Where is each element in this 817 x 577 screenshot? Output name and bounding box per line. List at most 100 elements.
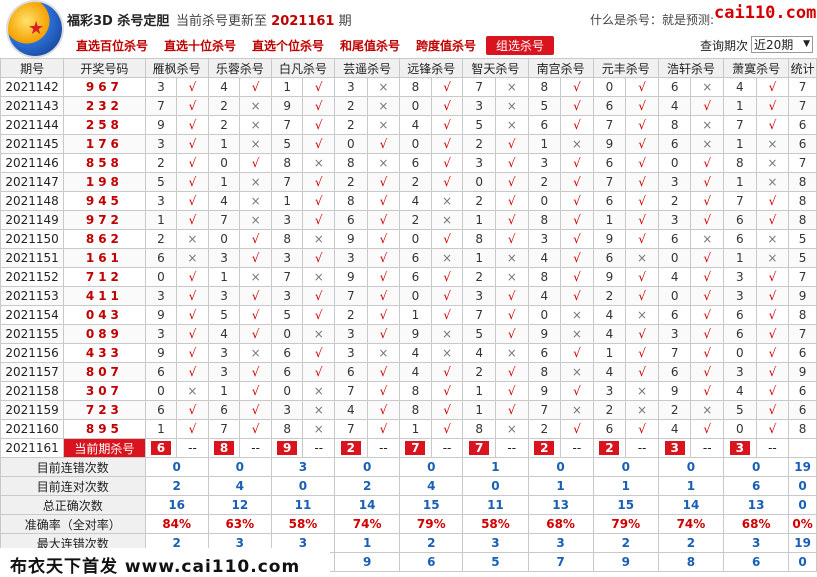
nav-item-units[interactable]: 直选个位杀号 (252, 39, 325, 53)
check-icon: √ (430, 362, 464, 382)
col-expert[interactable]: 乐蓉杀号 (207, 58, 272, 78)
check-icon: √ (690, 305, 725, 325)
check-icon: √ (366, 172, 401, 192)
check-icon: √ (560, 172, 594, 192)
stats-value: 0 (462, 476, 529, 496)
cross-icon: × (176, 381, 209, 401)
check-icon: √ (176, 210, 209, 230)
kill-number-cell: 6 (399, 248, 432, 268)
col-expert[interactable]: 浩轩杀号 (657, 58, 725, 78)
brand-logo-text[interactable]: cai110.com (714, 3, 817, 23)
col-expert[interactable]: 远锋杀号 (399, 58, 464, 78)
kill-number-cell: 1 (527, 134, 562, 154)
update-prefix: 当前杀号更新至 (176, 14, 268, 29)
check-icon: √ (560, 229, 594, 249)
kill-number-cell: 7 (207, 419, 241, 439)
kill-number-cell: 6 (399, 153, 432, 173)
period-select[interactable]: 近20期 ▼ (751, 36, 813, 53)
current-kill-cell: 7 (399, 438, 432, 458)
nav-item-tens[interactable]: 直选十位杀号 (164, 39, 237, 53)
current-kill-cell: 8 (207, 438, 241, 458)
kill-number-cell: 0 (270, 324, 304, 344)
kill-number-cell: 8 (527, 77, 562, 97)
check-icon: √ (366, 362, 401, 382)
check-icon: √ (430, 77, 464, 97)
stats-value: 6 (723, 476, 790, 496)
col-expert[interactable]: 南宫杀号 (527, 58, 594, 78)
kill-number-cell: 8 (723, 153, 757, 173)
check-icon: √ (239, 400, 272, 420)
kill-number-cell: 9 (334, 267, 368, 287)
nav-item-span[interactable]: 跨度值杀号 (416, 39, 477, 53)
check-icon: √ (690, 191, 725, 211)
check-icon: √ (755, 210, 790, 230)
kill-number-cell: 8 (334, 153, 368, 173)
check-icon: √ (755, 343, 790, 363)
kill-number-cell: 1 (207, 134, 241, 154)
kill-number-cell: 7 (723, 191, 757, 211)
kill-number-cell: 6 (723, 305, 757, 325)
cross-icon: × (690, 115, 725, 135)
kill-number-cell: 3 (592, 381, 627, 401)
kill-number-cell: 6 (723, 324, 757, 344)
check-icon: √ (625, 77, 659, 97)
issue-cell: 2021155 (0, 324, 65, 344)
check-icon: √ (176, 172, 209, 192)
col-expert[interactable]: 雁枫杀号 (144, 58, 209, 78)
check-icon: √ (690, 267, 725, 287)
kill-number-cell: 1 (462, 248, 496, 268)
check-icon: √ (366, 324, 401, 344)
site-logo[interactable]: ★ (8, 2, 62, 56)
nav-item-hundreds[interactable]: 直选百位杀号 (76, 39, 149, 53)
col-expert[interactable]: 元丰杀号 (592, 58, 659, 78)
check-icon: √ (366, 381, 401, 401)
col-expert[interactable]: 智天杀号 (462, 58, 529, 78)
table-row: 2021151 161 6 × 3 √ 3 √ 3 √ 6 × 1 × 4 √ 6 × 0 √ 1 × 5 (0, 248, 817, 268)
nav-item-sum-tail[interactable]: 和尾值杀号 (340, 39, 401, 53)
kill-number-cell: 6 (144, 362, 178, 382)
table-row: 2021159 723 6 √ 6 √ 3 × 4 √ 8 √ 1 √ 7 × 2 × 2 × 5 √ 6 (0, 400, 817, 420)
check-icon: √ (302, 115, 336, 135)
kill-number-cell: 9 (144, 115, 178, 135)
kill-number-cell: 9 (334, 229, 368, 249)
check-icon: √ (176, 343, 209, 363)
placeholder-cell: -- (176, 438, 209, 458)
stats-row: 准确率（全对率） 84% 63% 58% 74% 79% 58% 68% 79% 74% 68% 0% (0, 514, 817, 534)
col-expert[interactable]: 白凡杀号 (270, 58, 336, 78)
cross-icon: × (690, 77, 725, 97)
cross-icon: × (239, 191, 272, 211)
kill-number-cell: 6 (592, 191, 627, 211)
what-is-kill-link[interactable]: 什么是杀号：就是预测: (590, 13, 715, 27)
col-expert[interactable]: 芸遥杀号 (334, 58, 401, 78)
kill-number-cell: 0 (527, 305, 562, 325)
kill-number-cell: 2 (334, 115, 368, 135)
kill-number-cell: 7 (592, 115, 627, 135)
cross-icon: × (560, 305, 594, 325)
table-row: 2021158 307 0 × 1 √ 0 × 7 √ 8 √ 1 √ 9 √ 3 × 9 √ 4 √ 6 (0, 381, 817, 401)
kill-number-cell: 0 (207, 153, 241, 173)
kill-number-cell: 2 (207, 115, 241, 135)
check-icon: √ (625, 324, 659, 344)
nav-item-group[interactable]: 组选杀号 (486, 36, 555, 55)
issue-cell: 2021159 (0, 400, 65, 420)
check-icon: √ (366, 191, 401, 211)
cross-icon: × (302, 267, 336, 287)
check-icon: √ (366, 286, 401, 306)
check-icon: √ (494, 400, 529, 420)
kill-number-cell: 0 (144, 381, 178, 401)
col-expert[interactable]: 萧寞杀号 (723, 58, 790, 78)
table-row: 2021155 089 3 √ 4 √ 0 × 3 √ 9 × 5 √ 9 × 4 √ 3 √ 6 √ 7 (0, 324, 817, 344)
total-cell: 6 (788, 343, 817, 363)
table-row: 2021144 258 9 √ 2 × 7 √ 2 × 4 √ 5 × 6 √ 7 √ 8 × 7 √ 6 (0, 115, 817, 135)
stats-value: 2 (334, 476, 401, 496)
table-row: 2021145 176 3 √ 1 × 5 √ 0 √ 0 √ 2 √ 1 × 9 √ 6 × 1 × 6 (0, 134, 817, 154)
check-icon: √ (625, 229, 659, 249)
cross-icon: × (366, 77, 401, 97)
kill-number-cell: 1 (144, 419, 178, 439)
issue-cell: 2021145 (0, 134, 65, 154)
stats-value: 12 (207, 495, 272, 515)
current-kill-number: 2 (599, 441, 620, 455)
kill-number-cell: 7 (270, 267, 304, 287)
star-icon: ★ (28, 18, 45, 39)
check-icon: √ (430, 305, 464, 325)
